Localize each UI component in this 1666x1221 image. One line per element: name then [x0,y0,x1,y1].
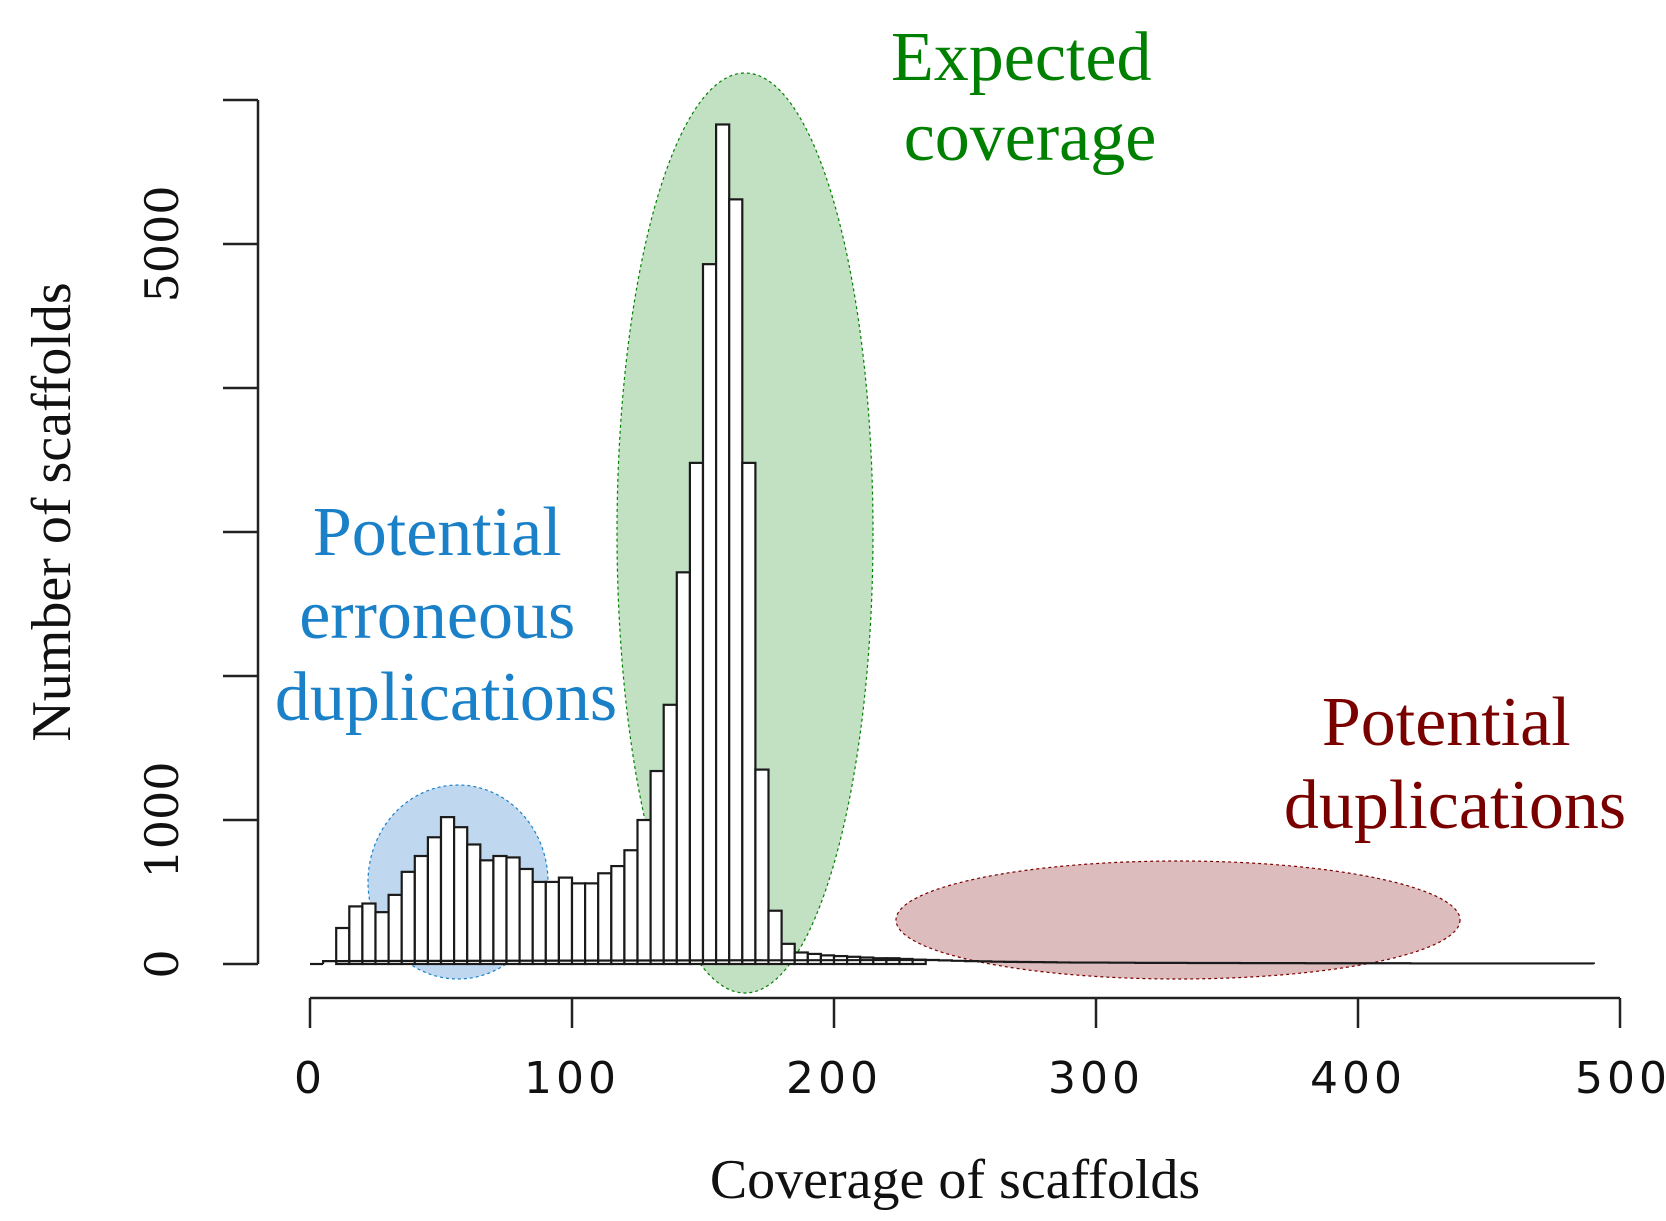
y-tick-label: 0 [135,949,189,978]
y-tick-label: 1000 [135,761,189,878]
potential-duplications-line-1: Potential [1322,684,1571,761]
histogram-bar [636,818,652,966]
expected-coverage-line-1: Expected [891,19,1151,96]
histogram-bar [806,952,822,966]
potential-duplications-region [895,860,1461,980]
histogram-bar [597,872,613,966]
x-axis: 0 100 200 300 400 500 [294,996,1666,1104]
histogram-bar [505,856,521,966]
histogram-bar [741,461,757,966]
histogram-bar [544,880,560,966]
y-tick-label: 5000 [135,185,189,302]
histogram-bar [479,859,495,966]
histogram-bar [701,263,718,966]
histogram-bar [492,854,508,966]
histogram-bar [714,123,731,966]
histogram-bar [531,880,547,966]
y-axis-title: Number of scaffolds [21,282,83,741]
histogram-bar [400,870,416,966]
histogram-bar [439,816,456,966]
x-tick-label: 0 [294,1053,326,1104]
histogram-bar [793,951,809,966]
histogram-bar [361,902,377,966]
erroneous-duplications-line-1: Potential [313,494,562,571]
histogram-bar [728,198,744,966]
histogram-bar [453,826,469,966]
erroneous-duplications-line-3: duplications [275,659,617,736]
histogram-bar [557,876,574,966]
histogram-bar [649,769,665,966]
histogram-bar [662,703,678,966]
potential-duplications-label: Potential duplications [1284,684,1626,844]
histogram-bar [518,867,534,966]
y-axis: 0 1000 5000 [135,98,260,979]
histogram-bar [688,461,705,966]
x-axis-title: Coverage of scaffolds [710,1149,1200,1211]
histogram-tail-line [322,958,1595,965]
expected-coverage-label: Expected coverage [891,19,1169,176]
histogram-bar [335,926,351,966]
x-tick-label: 300 [1048,1053,1144,1104]
histogram-bar [570,882,587,966]
x-tick-label: 400 [1310,1053,1406,1104]
histogram-bar [675,571,691,966]
histogram-bar [374,911,390,966]
erroneous-duplications-line-2: erroneous [299,577,575,654]
histogram-bar [413,854,429,966]
histogram-bar [583,882,600,966]
histogram-bar [348,905,364,966]
x-tick-label: 500 [1575,1053,1666,1104]
histogram-bar [426,836,443,966]
histogram-bar [754,768,770,966]
histogram-bar [623,849,639,966]
histogram-bar [387,893,403,966]
potential-duplications-line-2: duplications [1284,767,1626,844]
histogram-bars [310,123,927,966]
erroneous-duplications-label: Potential erroneous duplications [275,494,617,736]
x-tick-label: 100 [524,1053,620,1104]
histogram-bar [767,909,783,966]
histogram-bar [610,864,626,966]
expected-coverage-line-2: coverage [904,99,1157,176]
histogram-bar [466,843,482,966]
x-tick-label: 200 [786,1053,882,1104]
